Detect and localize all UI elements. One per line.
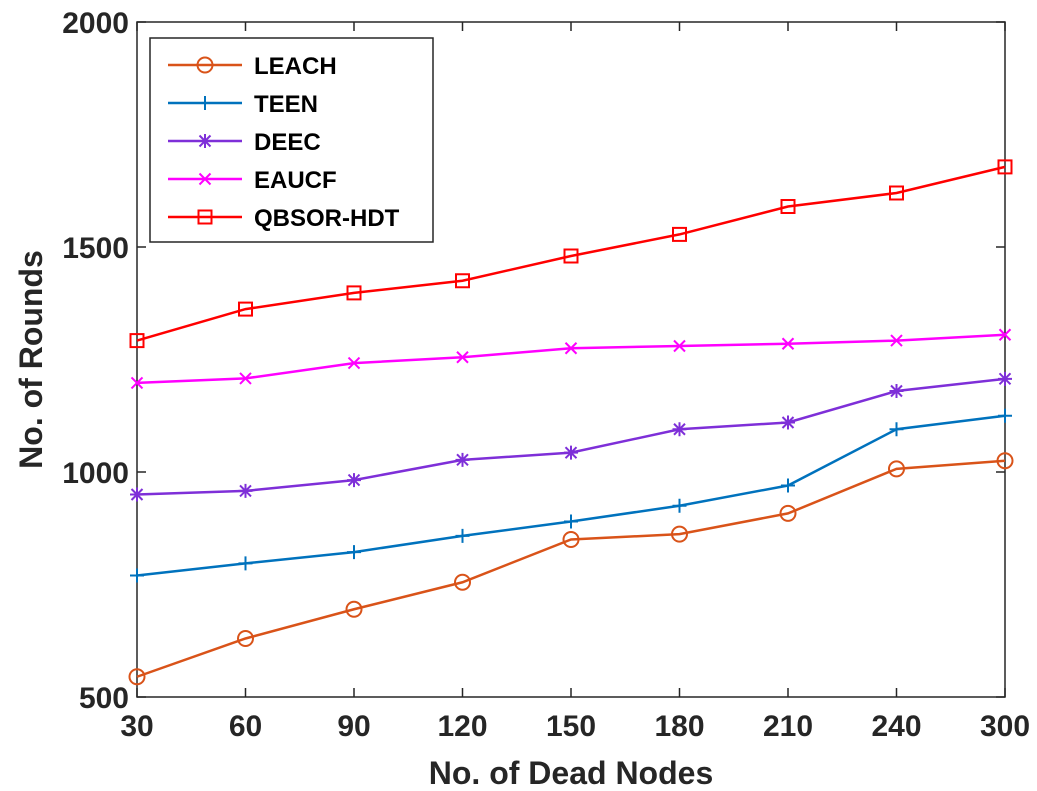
data-point	[889, 384, 904, 398]
data-point	[889, 185, 904, 201]
data-point	[239, 372, 252, 385]
data-point	[780, 199, 796, 214]
legend-item: EAUCF	[168, 167, 337, 194]
x-tick-label: 120	[437, 710, 487, 743]
data-point	[781, 478, 795, 493]
legend-label: DEEC	[254, 129, 321, 156]
data-point	[347, 356, 361, 370]
data-point	[998, 328, 1012, 341]
data-point	[890, 334, 903, 347]
data-point	[781, 337, 795, 350]
x-tick-label: 60	[229, 710, 262, 743]
x-tick-label: 90	[337, 710, 370, 743]
data-point	[672, 226, 687, 242]
series-qbsor-hdt	[129, 159, 1013, 349]
series-deec	[130, 371, 1012, 502]
data-point	[998, 371, 1012, 386]
data-point	[238, 556, 253, 571]
x-tick-label: 180	[654, 710, 704, 743]
legend-item: TEEN	[168, 91, 318, 118]
series-teen	[130, 408, 1012, 583]
data-point	[130, 376, 144, 390]
legend-label: QBSOR-HDT	[254, 205, 400, 232]
data-point	[998, 408, 1012, 423]
y-tick-label: 1000	[62, 457, 129, 490]
data-point	[672, 498, 687, 513]
data-point	[564, 514, 578, 529]
data-point	[996, 452, 1014, 470]
legend-marker	[197, 209, 213, 225]
legend-marker	[198, 134, 212, 148]
data-point	[455, 273, 470, 289]
legend-item: DEEC	[168, 129, 321, 156]
data-point	[564, 445, 578, 460]
data-point	[888, 460, 905, 478]
data-point	[129, 333, 145, 349]
data-point	[345, 600, 363, 618]
y-tick-label: 1500	[62, 232, 129, 265]
legend-marker	[198, 172, 212, 186]
x-axis-label: No. of Dead Nodes	[429, 755, 713, 791]
legend-item: QBSOR-HDT	[168, 205, 400, 232]
data-point	[672, 422, 687, 437]
series-line	[136, 165, 1006, 342]
y-tick-label: 500	[79, 682, 129, 715]
legend-label: LEACH	[254, 53, 337, 80]
legend-marker	[198, 96, 212, 110]
data-point	[347, 473, 361, 488]
data-point	[455, 452, 470, 467]
series-leach	[128, 452, 1014, 686]
series-eaucf	[130, 328, 1012, 390]
data-point	[456, 351, 469, 364]
data-point	[238, 301, 253, 317]
data-point	[455, 528, 470, 543]
data-point	[671, 525, 688, 543]
legend-item: LEACH	[168, 53, 337, 80]
data-point	[130, 568, 144, 583]
legend-marker	[196, 56, 214, 74]
x-tick-label: 240	[871, 710, 921, 743]
data-point	[347, 545, 361, 560]
data-point	[997, 159, 1013, 175]
data-point	[346, 285, 362, 301]
data-point	[238, 483, 253, 498]
data-point	[781, 415, 795, 430]
x-tick-label: 150	[546, 710, 596, 743]
data-point	[564, 342, 578, 355]
y-tick-label: 2000	[62, 7, 129, 40]
data-point	[130, 487, 144, 502]
data-point	[673, 339, 686, 353]
x-tick-label: 30	[120, 710, 153, 743]
series-layer	[128, 159, 1014, 686]
legend-label: EAUCF	[254, 167, 337, 194]
series-line	[136, 459, 1006, 678]
data-point	[889, 422, 904, 437]
y-axis-label: No. of Rounds	[13, 250, 49, 469]
legend: LEACH TEEN DEEC EAUCF QBSOR-HDT	[149, 37, 434, 243]
data-point	[237, 630, 254, 647]
data-point	[563, 248, 579, 264]
data-point	[454, 573, 471, 591]
legend-label: TEEN	[254, 91, 318, 118]
data-point	[128, 668, 146, 686]
data-point	[562, 531, 580, 548]
data-point	[779, 504, 797, 522]
x-tick-label: 210	[763, 710, 813, 743]
x-tick-label: 300	[980, 710, 1030, 743]
